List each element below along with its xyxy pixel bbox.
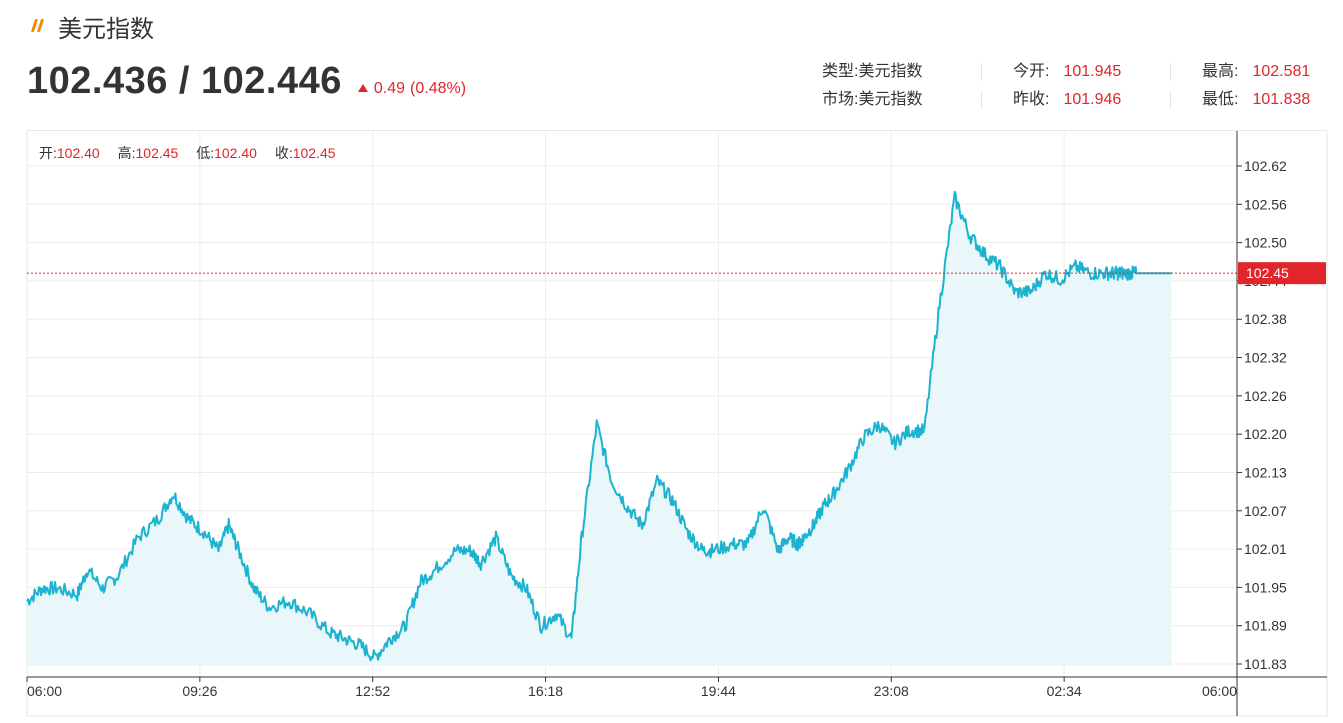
current-price-tag (1238, 262, 1326, 285)
chart-top-border (27, 130, 1327, 131)
ohlc-high-value: 102.45 (135, 145, 179, 161)
x-tick-label: 16:18 (528, 683, 563, 699)
ohlc-close-value: 102.45 (292, 145, 336, 161)
stat-market: 市场:美元指数 (822, 86, 922, 114)
y-tick-label: 102.56 (1244, 196, 1287, 212)
stat-open: 今开: 101.945 (1013, 58, 1121, 86)
ohlc-low-label: 低: (196, 145, 215, 161)
stat-high: 最高: 102.581 (1202, 58, 1310, 86)
x-tick-label: 06:00 (1202, 683, 1237, 699)
price-area-fill (27, 191, 1172, 666)
y-tick-label: 102.01 (1244, 541, 1287, 557)
ohlc-readout: 开:102.40 高:102.45 低:102.40 收:102.45 (39, 143, 350, 163)
price-row: 102.436 / 102.446 0.49 (0.48%) (27, 60, 466, 103)
stat-low: 最低: 101.838 (1202, 86, 1310, 114)
ohlc-low-value: 102.40 (214, 145, 257, 161)
change-percent: (0.48%) (410, 80, 467, 97)
y-tick-label: 102.62 (1244, 158, 1287, 174)
y-tick-label: 102.50 (1244, 235, 1287, 251)
stat-label: 最低: (1202, 91, 1239, 108)
y-tick-label: 102.38 (1244, 311, 1287, 327)
y-tick-label: 101.89 (1244, 618, 1287, 634)
x-tick-label: 12:52 (355, 683, 390, 699)
stat-value: 101.838 (1252, 91, 1311, 108)
stat-value: 102.581 (1252, 63, 1311, 80)
current-price: 102.436 / 102.446 (27, 60, 342, 102)
divider (1170, 63, 1171, 81)
ohlc-open-label: 开: (39, 145, 57, 161)
x-tick-label: 02:34 (1047, 683, 1082, 699)
divider (981, 91, 982, 109)
y-tick-label: 102.20 (1244, 426, 1287, 442)
ohlc-close-label: 收: (274, 145, 293, 161)
stat-value: 美元指数 (858, 63, 923, 80)
stat-prev-close: 昨收: 101.946 (1013, 86, 1121, 114)
stat-type: 类型:美元指数 (822, 58, 922, 86)
price-line (26, 190, 1173, 662)
y-tick-label: 101.83 (1244, 656, 1287, 672)
stat-value: 101.945 (1063, 63, 1122, 80)
ohlc-high-label: 高: (117, 145, 136, 161)
stat-label: 最高: (1202, 63, 1239, 80)
x-tick-label: 06:00 (27, 683, 62, 699)
y-tick-label: 102.07 (1244, 503, 1287, 519)
current-price-tag-label: 102.45 (1246, 265, 1289, 281)
stat-value: 101.946 (1063, 91, 1122, 108)
x-tick-label: 09:26 (182, 683, 217, 699)
title-row: 美元指数 (28, 10, 154, 43)
stat-label: 昨收: (1013, 91, 1050, 108)
stats-panel: 类型:美元指数 市场:美元指数 今开: 101.945 昨收: 101.946 最高… (0, 58, 1343, 118)
y-tick-label: 101.95 (1244, 579, 1287, 595)
ohlc-open-value: 102.40 (56, 145, 100, 161)
page-title: 美元指数 (58, 15, 154, 43)
y-tick-label: 102.26 (1244, 388, 1287, 404)
change-value: 0.49 (373, 80, 406, 97)
y-tick-label: 102.13 (1244, 464, 1287, 480)
arrow-up-icon (357, 84, 368, 92)
stat-label: 今开: (1013, 63, 1050, 80)
y-tick-label: 102.32 (1244, 350, 1287, 366)
price-change: 0.49 (0.48%) (357, 80, 467, 98)
stat-label: 市场: (822, 91, 859, 108)
divider (981, 63, 982, 81)
x-tick-label: 23:08 (874, 683, 909, 699)
x-tick-label: 19:44 (701, 683, 736, 699)
y-axis-ticks: 102.62102.56102.50102.44102.38102.32102.… (1236, 131, 1287, 716)
stat-label: 类型: (822, 63, 859, 80)
x-axis-ticks: 06:00 09:26 12:52 16:18 19:44 23:08 02:34 06:00 (26, 676, 1327, 699)
divider (1170, 91, 1171, 109)
stat-value: 美元指数 (858, 91, 923, 108)
